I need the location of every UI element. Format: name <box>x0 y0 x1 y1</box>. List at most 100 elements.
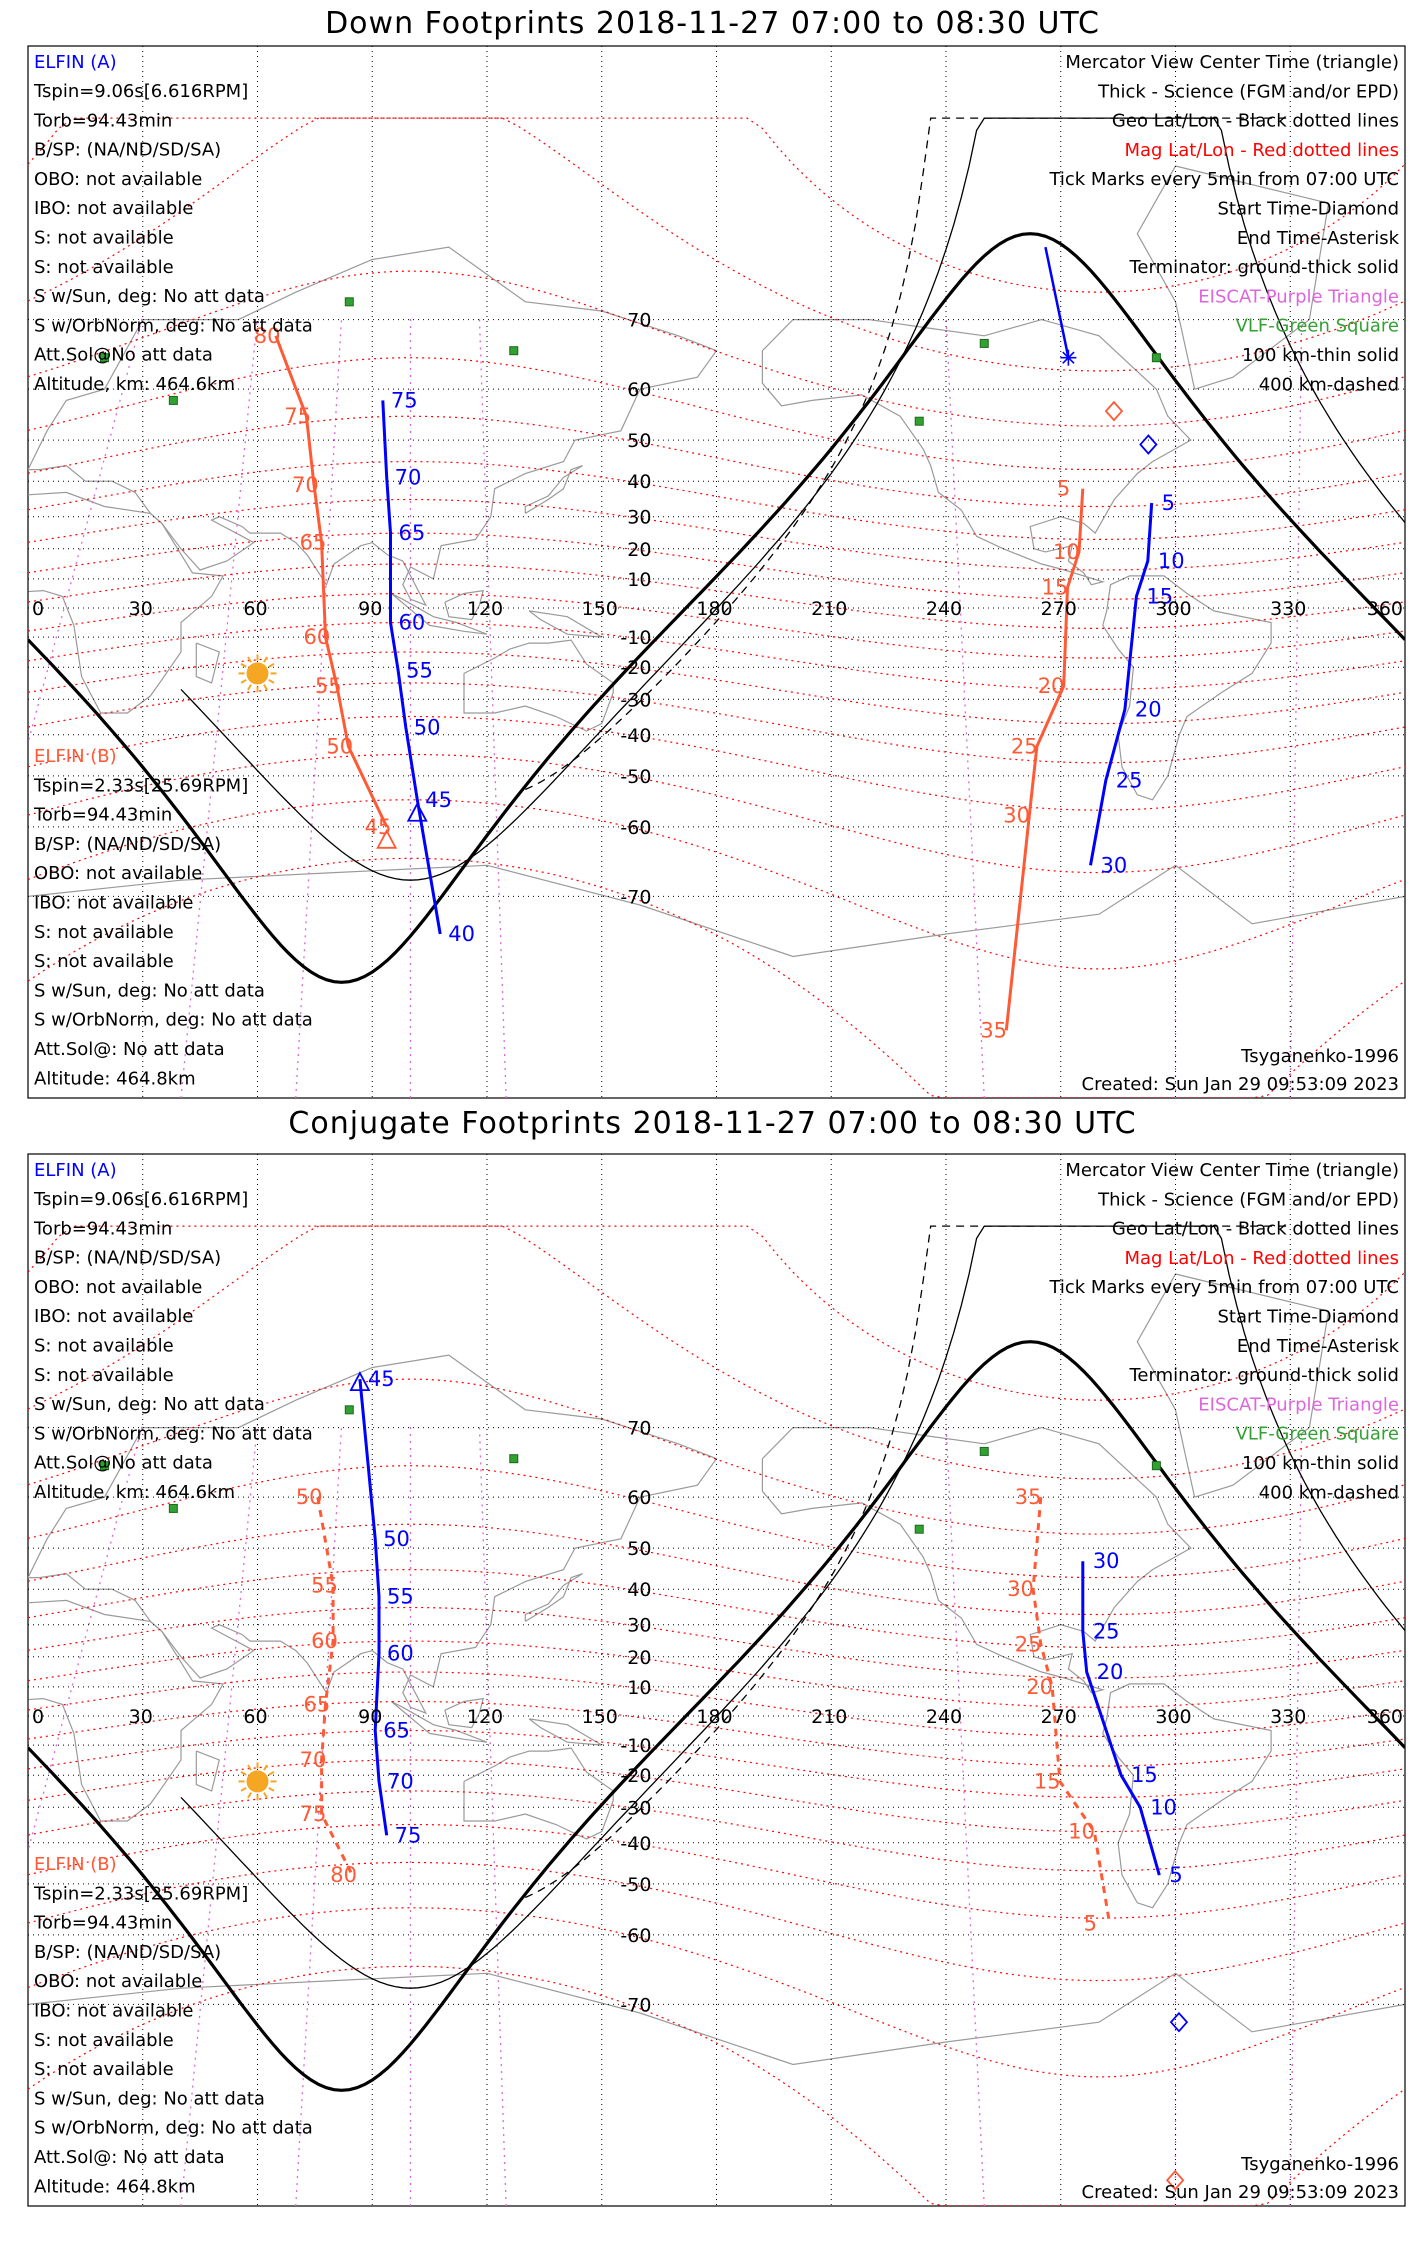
elfin-a-info-line: B/SP: (NA/ND/SD/SA) <box>34 140 221 161</box>
elfin-a-info-line: IBO: not available <box>34 198 193 219</box>
latitude-label: 40 <box>627 1579 651 1601</box>
legend-line: VLF-Green Square <box>1236 1424 1399 1445</box>
longitude-label: 30 <box>129 1706 153 1728</box>
top-panel-title: Down Footprints 2018-11-27 07:00 to 08:3… <box>325 6 1100 41</box>
legend-line: EISCAT-Purple Triangle <box>1198 1394 1399 1415</box>
latitude-label: -60 <box>620 817 651 839</box>
latitude-label: 30 <box>627 1615 651 1637</box>
coastline <box>28 1599 225 1822</box>
legend-line: 400 km-dashed <box>1259 374 1399 395</box>
latitude-label: 50 <box>627 430 651 452</box>
legend-line: 100 km-thin solid <box>1242 1453 1399 1474</box>
legend-line: Mag Lat/Lon - Red dotted lines <box>1124 1248 1399 1269</box>
elfin-b-info-line: B/SP: (NA/ND/SD/SA) <box>34 834 221 855</box>
track-tick-label: 75 <box>284 404 311 428</box>
longitude-label: 60 <box>243 1706 267 1728</box>
elfin-b-info: ELFIN (B) Tspin=2.33s[25.69RPM] Torb=94.43… <box>33 1854 313 2197</box>
track-tick-label: 65 <box>399 521 426 545</box>
mag-grid <box>28 117 1405 1098</box>
coastline <box>1136 165 1330 390</box>
track-tick-label: 5 <box>1057 477 1070 501</box>
track-tick-label: 50 <box>296 1485 323 1509</box>
track-tick-label: 65 <box>303 1692 330 1716</box>
longitude-label: 210 <box>811 1706 847 1728</box>
latitude-label: -70 <box>620 1994 651 2016</box>
legend-line: Tick Marks every 5min from 07:00 UTC <box>1048 169 1399 190</box>
elfin-a-info-line: Altitude, km: 464.6km <box>34 374 235 395</box>
coastline <box>524 465 583 514</box>
track-tick-label: 25 <box>1011 734 1038 758</box>
elfin-a-info: ELFIN (A) Tspin=9.06s[6.616RPM] Torb=94.43… <box>33 1160 313 1503</box>
latitude-label: 70 <box>627 310 651 332</box>
elfin-a-track-west <box>358 1378 389 1836</box>
elfin-a-info-line: S w/OrbNorm, deg: No att data <box>34 315 313 336</box>
coastline <box>28 246 718 607</box>
track-tick-label: 50 <box>383 1527 410 1551</box>
legend-line: Terminator: ground-thick solid <box>1128 257 1399 278</box>
elfin-a-info-line: S: not available <box>34 1365 174 1386</box>
legend-line: End Time-Asterisk <box>1237 228 1400 249</box>
elfin-b-info-line: Torb=94.43min <box>33 805 172 826</box>
track-tick-label: 5 <box>1169 1863 1182 1887</box>
elfin-b-info-line: S w/OrbNorm, deg: No att data <box>34 1010 313 1031</box>
longitude-label: 60 <box>243 598 267 620</box>
elfin-a-info-line: S w/Sun, deg: No att data <box>34 286 265 307</box>
track-tick-label: 45 <box>365 815 392 839</box>
green-square-icon <box>979 338 989 348</box>
elfin-a-info-line: IBO: not available <box>34 1306 193 1327</box>
latitude-label: -20 <box>620 657 651 679</box>
elfin-b-info-line: S: not available <box>34 2059 174 2080</box>
model-label: Tsyganenko-1996 <box>1240 2154 1399 2175</box>
track-tick-label: 70 <box>387 1769 414 1793</box>
track-tick-label: 60 <box>303 625 330 649</box>
coastline <box>463 639 614 732</box>
terminator-ground <box>28 1340 1405 2092</box>
latitude-label: -30 <box>620 689 651 711</box>
elfin-a-info-line: Att.Sol@No att data <box>34 1453 213 1474</box>
bottom-panel-title: Conjugate Footprints 2018-11-27 07:00 to… <box>288 1106 1137 1141</box>
track-tick-label: 5 <box>1084 1912 1097 1936</box>
elfin-a-info: ELFIN (A) Tspin=9.06s[6.616RPM] Torb=94.43… <box>33 52 313 395</box>
legend-line: VLF-Green Square <box>1236 316 1399 337</box>
legend-line: 400 km-dashed <box>1259 1482 1399 1503</box>
elfin-a-track-west <box>381 400 442 935</box>
latitude-label: -30 <box>620 1797 651 1819</box>
track-tick-label: 20 <box>1135 697 1162 721</box>
legend-line: Geo Lat/Lon - Black dotted lines <box>1112 111 1399 132</box>
diamond-icon <box>1139 434 1158 455</box>
legend-line: Thick - Science (FGM and/or EPD) <box>1097 81 1399 102</box>
down-footprints-panel: 7570656055504540807570656055504551015202… <box>27 45 1406 1099</box>
green-square-icon <box>914 416 924 426</box>
green-square-icon <box>168 1503 178 1513</box>
track-tick-label: 70 <box>395 465 422 489</box>
longitude-label: 0 <box>32 598 44 620</box>
green-square-icon <box>914 1524 924 1534</box>
track-tick-label: 70 <box>300 1748 327 1772</box>
track-tick-label: 80 <box>330 1863 357 1887</box>
track-tick-label: 10 <box>1068 1820 1095 1844</box>
elfin-b-info-line: OBO: not available <box>34 863 202 884</box>
elfin-b-info-line: Torb=94.43min <box>33 1913 172 1934</box>
latitude-label: -40 <box>620 725 651 747</box>
track-tick-label: 30 <box>1093 1549 1120 1573</box>
latitude-label: -10 <box>620 1735 651 1757</box>
geo-grid <box>28 1154 1405 2206</box>
diamond-icon <box>1165 2169 1185 2191</box>
elfin-b-info-line: S w/Sun, deg: No att data <box>34 980 265 1001</box>
legend-line: End Time-Asterisk <box>1237 1336 1400 1357</box>
green-square-icon <box>168 395 178 405</box>
track-tick-label: 30 <box>1007 1577 1034 1601</box>
latitude-label: -60 <box>620 1925 651 1947</box>
longitude-label: 270 <box>1041 1706 1077 1728</box>
longitude-label: 180 <box>696 598 732 620</box>
sun-icon <box>238 1762 277 1801</box>
elfin-a-info-line: Altitude, km: 464.6km <box>34 1482 235 1503</box>
elfin-b-info-line: Altitude: 464.8km <box>34 1068 196 1089</box>
longitude-label: 330 <box>1270 598 1306 620</box>
map-legend: Mercator View Center Time (triangle) Thic… <box>1048 52 1399 395</box>
legend-line: Mercator View Center Time (triangle) <box>1065 52 1399 73</box>
latitude-label: -50 <box>620 1874 651 1896</box>
track-tick-label: 35 <box>980 1018 1007 1042</box>
elfin-b-info-line: Altitude: 464.8km <box>34 2176 196 2197</box>
